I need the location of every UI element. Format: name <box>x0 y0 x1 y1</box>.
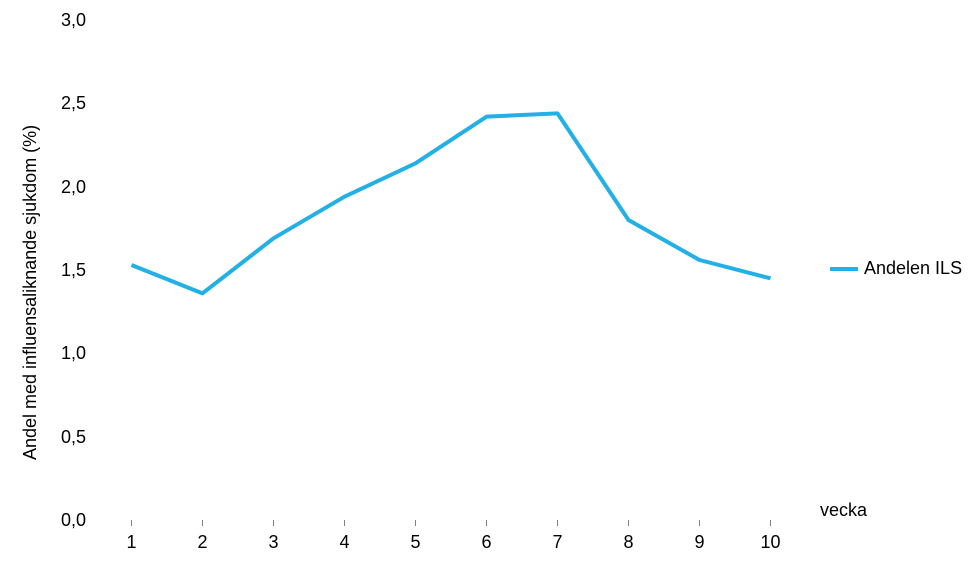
x-tick-marks <box>132 520 771 526</box>
chart-container: Andel med influensaliknande sjukdom (%) … <box>0 0 972 583</box>
y-tick-label: 2,5 <box>61 93 86 114</box>
y-tick-label: 2,0 <box>61 177 86 198</box>
x-tick-label: 10 <box>751 532 791 553</box>
x-axis-title: vecka <box>820 500 867 521</box>
y-tick-label: 0,5 <box>61 427 86 448</box>
y-tick-label: 1,0 <box>61 343 86 364</box>
plot-area <box>96 20 806 530</box>
x-tick-label: 7 <box>538 532 578 553</box>
x-tick-label: 2 <box>183 532 223 553</box>
x-tick-label: 5 <box>396 532 436 553</box>
x-tick-label: 8 <box>609 532 649 553</box>
legend: Andelen ILS <box>830 258 962 279</box>
legend-label-andelen-ils: Andelen ILS <box>864 258 962 279</box>
y-tick-label: 1,5 <box>61 260 86 281</box>
legend-swatch-andelen-ils <box>830 267 858 271</box>
y-tick-label: 0,0 <box>61 510 86 531</box>
series-line-andelen-ils <box>132 113 771 293</box>
y-tick-label: 3,0 <box>61 10 86 31</box>
x-tick-label: 1 <box>112 532 152 553</box>
x-tick-label: 4 <box>325 532 365 553</box>
x-tick-label: 3 <box>254 532 294 553</box>
y-axis-title: Andel med influensaliknande sjukdom (%) <box>20 125 41 460</box>
x-tick-label: 9 <box>680 532 720 553</box>
x-tick-label: 6 <box>467 532 507 553</box>
